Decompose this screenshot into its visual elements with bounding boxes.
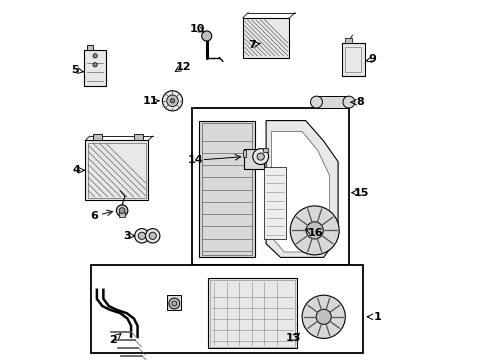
Circle shape (149, 232, 156, 239)
Bar (264, 167, 285, 239)
Text: 16: 16 (307, 228, 323, 238)
Bar (199, 121, 255, 257)
Bar (134, 134, 142, 140)
Circle shape (305, 222, 323, 239)
Bar (242, 150, 246, 157)
Circle shape (171, 301, 177, 306)
Circle shape (93, 54, 97, 58)
Circle shape (289, 206, 339, 255)
Bar (119, 212, 125, 217)
Polygon shape (265, 121, 337, 257)
Circle shape (166, 95, 178, 107)
Bar (262, 148, 267, 152)
Text: 2: 2 (109, 335, 117, 345)
Circle shape (201, 31, 211, 41)
Bar (345, 38, 351, 43)
Bar (316, 96, 348, 108)
Circle shape (119, 208, 125, 213)
Bar (210, 280, 294, 347)
Bar (202, 123, 252, 255)
Circle shape (170, 99, 174, 103)
Text: 10: 10 (190, 24, 205, 34)
Bar (345, 47, 361, 72)
Circle shape (257, 153, 264, 160)
Polygon shape (271, 131, 329, 252)
Bar (84, 50, 106, 86)
Circle shape (162, 91, 182, 111)
Bar (91, 265, 363, 353)
Bar (192, 108, 348, 265)
Bar (167, 295, 181, 310)
Bar (87, 45, 92, 50)
Circle shape (93, 63, 97, 67)
Circle shape (316, 309, 330, 324)
Text: 5: 5 (71, 65, 79, 75)
Bar (244, 149, 264, 169)
Circle shape (342, 96, 354, 108)
Circle shape (116, 205, 127, 216)
Circle shape (138, 232, 145, 239)
Bar (87, 143, 146, 198)
Text: 6: 6 (90, 211, 98, 221)
Bar (341, 43, 365, 76)
Circle shape (252, 149, 268, 165)
Text: 12: 12 (175, 62, 191, 72)
Bar (92, 134, 102, 140)
Text: 14: 14 (188, 155, 203, 165)
Text: 7: 7 (247, 40, 255, 50)
Text: 9: 9 (367, 54, 375, 64)
Text: 13: 13 (285, 333, 300, 343)
Circle shape (134, 229, 149, 243)
Bar (208, 278, 296, 348)
Text: 1: 1 (373, 312, 381, 322)
Text: 15: 15 (353, 188, 369, 198)
Bar (85, 140, 148, 200)
Text: 11: 11 (142, 96, 158, 106)
Circle shape (310, 96, 322, 108)
Circle shape (145, 229, 160, 243)
Circle shape (302, 295, 345, 338)
Bar (242, 18, 289, 58)
Text: 3: 3 (123, 231, 131, 241)
Text: 4: 4 (72, 165, 80, 175)
Circle shape (168, 298, 179, 309)
Text: 8: 8 (356, 97, 364, 107)
